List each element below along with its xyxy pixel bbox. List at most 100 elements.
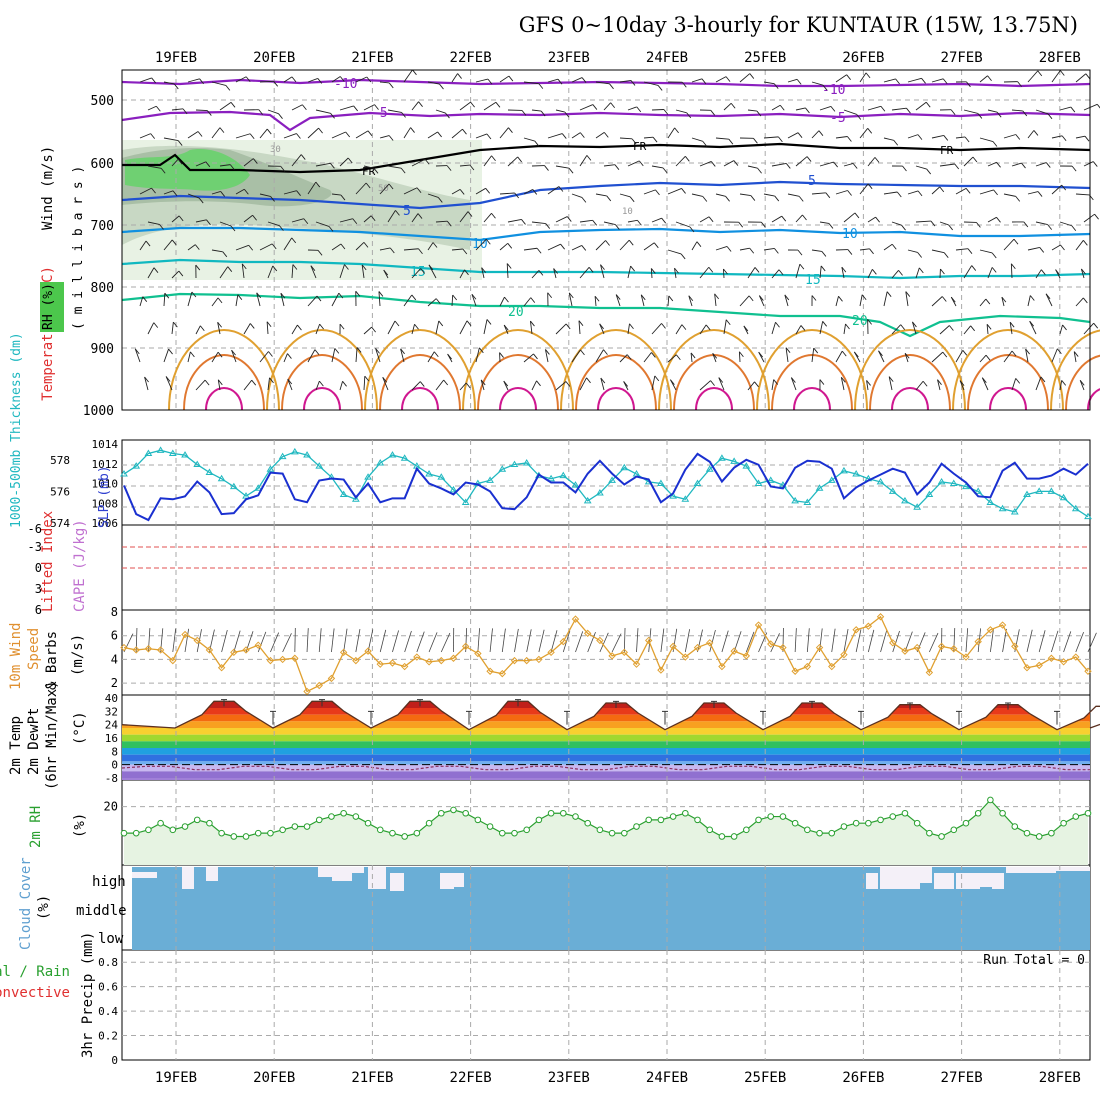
- rh-point: [573, 814, 579, 820]
- precip-tick: 0.2: [98, 1030, 118, 1043]
- wind-tick: 2: [111, 676, 118, 690]
- temp-band: [122, 771, 1090, 778]
- rh-point: [902, 810, 908, 816]
- label-lifted-index: Lifted Index: [40, 511, 56, 612]
- label-rh-unit: (%): [72, 813, 88, 838]
- bottom-date-label: 27FEB: [941, 1070, 983, 1086]
- label-cloud-unit: (%): [36, 895, 52, 920]
- rh-point: [597, 827, 603, 833]
- thickness-tick: 578: [50, 454, 70, 467]
- rh-point: [451, 807, 457, 813]
- cloud-level-middle: middle: [76, 903, 127, 919]
- rh-point: [170, 827, 176, 833]
- rh-point: [463, 810, 469, 816]
- rh-point: [719, 834, 725, 840]
- rh-point: [853, 820, 859, 826]
- rh-point: [988, 797, 994, 803]
- label-10m-wind: 10m Wind: [8, 623, 24, 690]
- rh-point: [365, 820, 371, 826]
- bottom-date-label: 23FEB: [548, 1070, 590, 1086]
- temp-band: [122, 728, 1090, 735]
- label-wind-unit: (m/s): [70, 634, 86, 676]
- temp-tick: 16: [105, 732, 118, 745]
- rh-point: [487, 824, 493, 830]
- contour-label-5-b: 5: [808, 174, 816, 189]
- rh-point: [243, 834, 249, 840]
- rh-point: [1049, 830, 1055, 836]
- rh-point: [219, 830, 225, 836]
- rh-point: [268, 830, 274, 836]
- rh-point: [426, 820, 432, 826]
- top-date-label: 20FEB: [253, 50, 295, 66]
- contour-label-minus10-a: -10: [334, 77, 357, 92]
- bottom-date-label: 25FEB: [744, 1070, 786, 1086]
- rh-point: [695, 817, 701, 823]
- cloud-clear-patch: [1006, 867, 1056, 873]
- precip-tick: 0: [111, 1054, 118, 1067]
- contour-label-5-a: 5: [403, 204, 411, 219]
- rh-point: [182, 824, 188, 830]
- cloud-clear-patch: [318, 867, 332, 877]
- label-pressure: ( m i l l i b a r s ): [71, 166, 86, 330]
- rh-point: [402, 834, 408, 840]
- label-cape: CAPE (J/kg): [72, 519, 88, 612]
- label-2m-dewpt: 2m DewPt: [26, 708, 42, 775]
- rh-ticks: 20: [104, 800, 118, 814]
- rh-point: [646, 817, 652, 823]
- rh-point: [866, 820, 872, 826]
- precip-tick: 0.6: [98, 981, 118, 994]
- contour-label-20-b: 20: [852, 314, 868, 329]
- rh-point: [1073, 814, 1079, 820]
- temp-tick: 0: [111, 759, 118, 772]
- rh-point: [512, 830, 518, 836]
- rh-point: [280, 827, 286, 833]
- pressure-tick-label: 1000: [83, 404, 114, 419]
- cloud-clear-patch: [132, 872, 157, 878]
- rh-point: [207, 820, 213, 826]
- cloud-clear-patch: [880, 867, 920, 889]
- bottom-date-label: 19FEB: [155, 1070, 197, 1086]
- rh-point: [939, 834, 945, 840]
- label-slp: SLP (mb): [97, 465, 112, 528]
- top-date-label: 25FEB: [744, 50, 786, 66]
- cloud-clear-patch: [980, 873, 992, 887]
- top-date-label: 27FEB: [941, 50, 983, 66]
- rh-point: [914, 820, 920, 826]
- temp-tick: 8: [111, 745, 118, 758]
- rh-point: [475, 817, 481, 823]
- rh-point: [353, 814, 359, 820]
- rh-point: [731, 834, 737, 840]
- rh-point: [1036, 834, 1042, 840]
- pressure-tick-label: 600: [91, 157, 114, 172]
- wind-tick: 8: [111, 605, 118, 619]
- rh-point: [756, 817, 762, 823]
- cloud-clear-patch: [390, 873, 404, 891]
- bottom-date-label: 20FEB: [253, 1070, 295, 1086]
- cloud-clear-patch: [956, 873, 980, 889]
- rh-point: [341, 810, 347, 816]
- rh-point: [744, 827, 750, 833]
- rh-point: [304, 824, 310, 830]
- label-cloud-cover: Cloud Cover: [18, 857, 34, 950]
- rh-point: [1085, 810, 1091, 816]
- label-total-rain: Total / Rain: [0, 964, 70, 980]
- rh-point: [524, 827, 530, 833]
- slp-tick: 1014: [92, 438, 119, 451]
- label-wind: Wind (m/s): [40, 146, 56, 230]
- cloud-clear-patch: [368, 867, 386, 889]
- label-convective: Convective: [0, 985, 70, 1001]
- contour-label-fr-c: FR: [940, 144, 954, 157]
- bottom-date-label: 26FEB: [842, 1070, 884, 1086]
- rh-point: [780, 814, 786, 820]
- cloud-clear-patch: [206, 867, 218, 881]
- rh-point: [560, 810, 566, 816]
- rh-point: [805, 827, 811, 833]
- rh-point: [292, 824, 298, 830]
- contour-label-10-a: 10: [472, 237, 488, 252]
- temp-tick: 32: [105, 705, 118, 718]
- wind-barb-shaft: [739, 352, 740, 362]
- rh-point: [158, 820, 164, 826]
- rh-point: [622, 830, 628, 836]
- bottom-date-label: 28FEB: [1039, 1070, 1081, 1086]
